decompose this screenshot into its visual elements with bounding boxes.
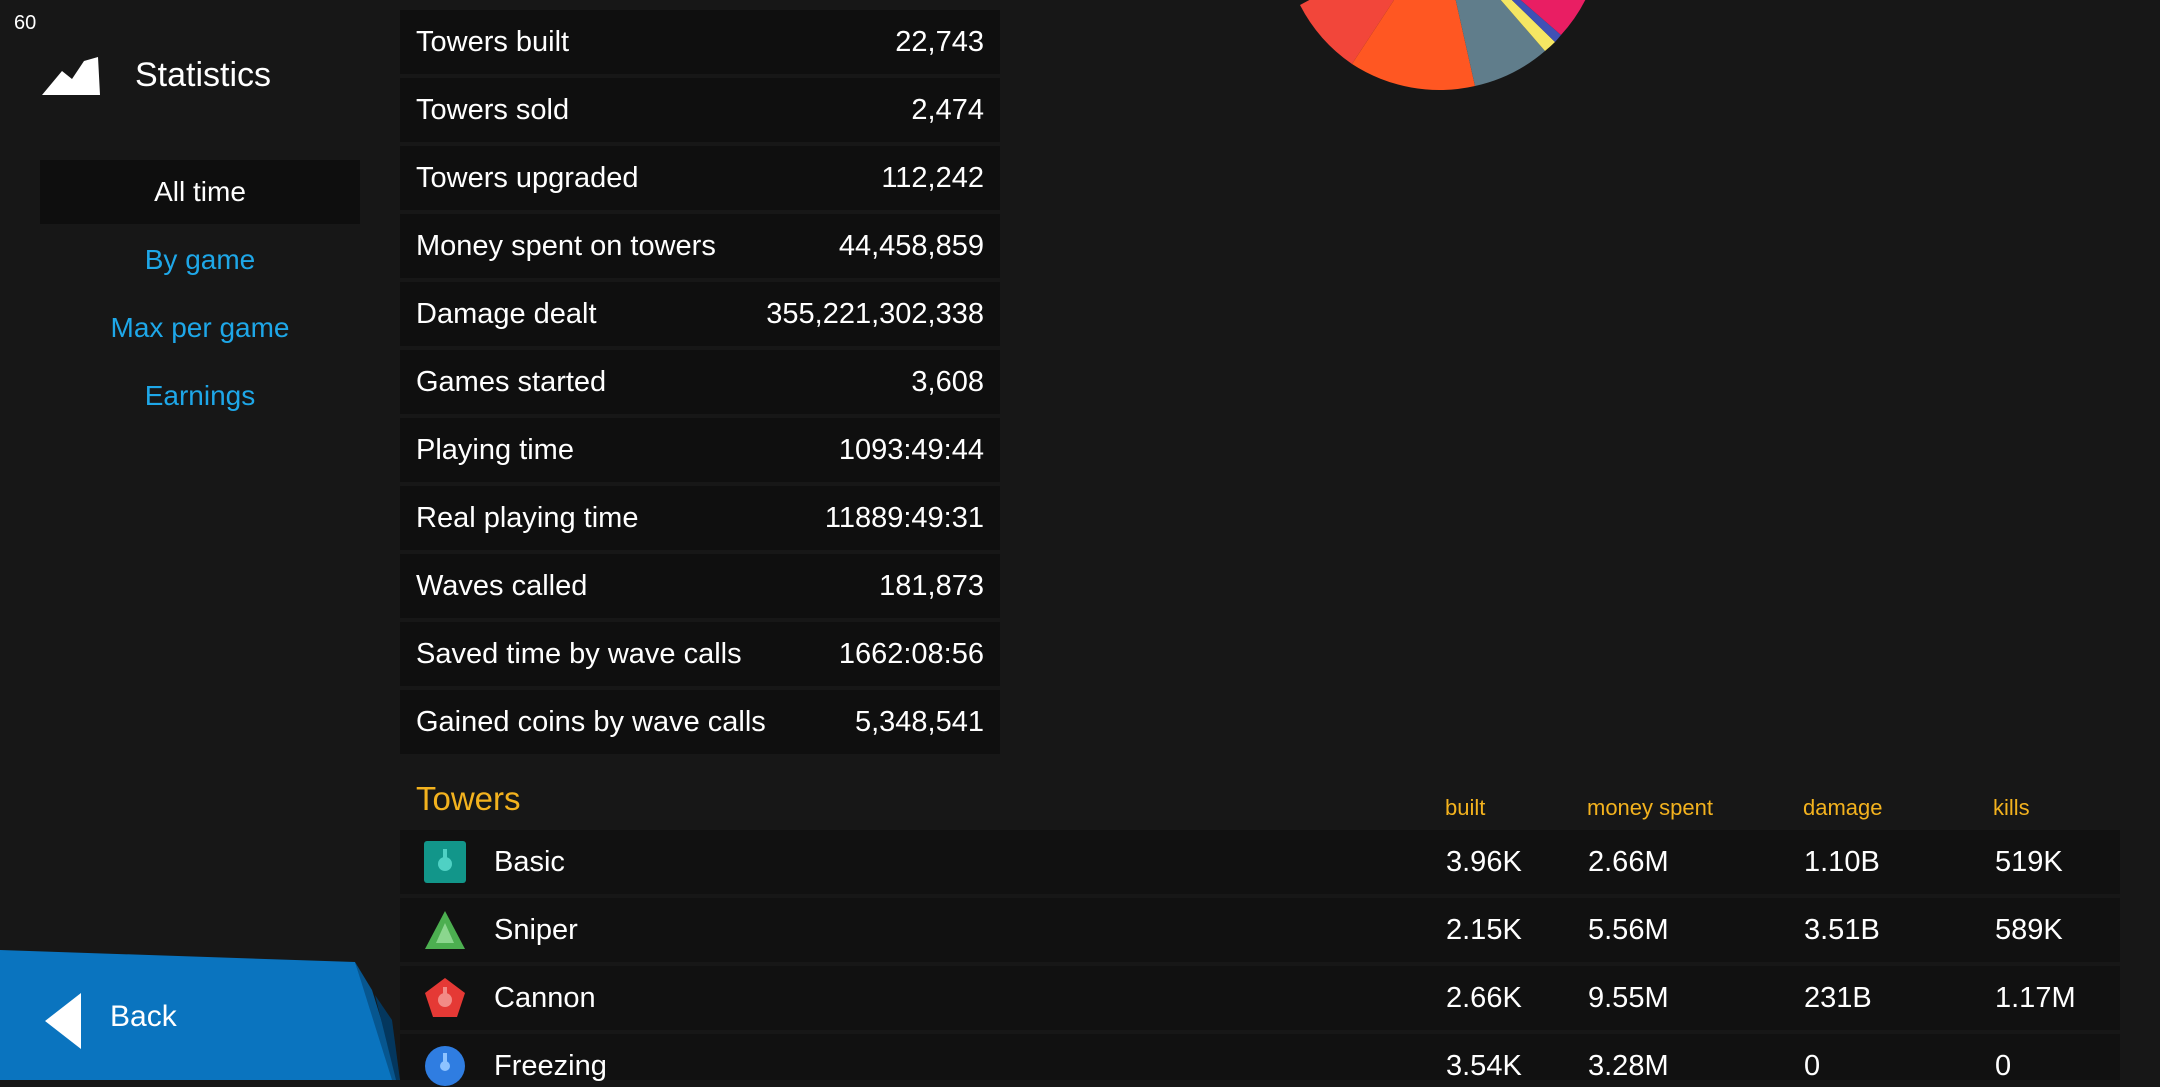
sniper-tower-icon xyxy=(425,911,465,949)
stat-row-gained-coins: Gained coins by wave calls 5,348,541 xyxy=(400,690,1000,754)
pie-slice xyxy=(1352,0,1475,90)
tower-row-basic[interactable]: Basic 3.96K 2.66M 1.10B 519K xyxy=(400,830,2120,894)
stat-label: Damage dealt xyxy=(416,297,597,330)
tower-row-cannon[interactable]: Cannon 2.66K 9.55M 231B 1.17M xyxy=(400,966,2120,1030)
stat-label: Saved time by wave calls xyxy=(416,637,742,670)
nav-by-game[interactable]: By game xyxy=(144,244,256,275)
stat-row-games-started: Games started 3,608 xyxy=(400,350,1000,414)
sidebar: 60 Statistics All time By game Max per g… xyxy=(0,0,384,1080)
back-label[interactable]: Back xyxy=(110,1000,177,1033)
tower-money-spent: 5.56M xyxy=(1588,914,1669,946)
col-header-damage: damage xyxy=(1803,795,1883,820)
stat-label: Playing time xyxy=(416,433,574,466)
tower-name: Cannon xyxy=(494,982,596,1014)
col-header-money-spent: money spent xyxy=(1587,795,1713,820)
stat-label: Towers sold xyxy=(416,93,570,126)
tower-kills: 0 xyxy=(1995,1050,2012,1082)
page-title: Statistics xyxy=(135,55,272,94)
stat-label: Towers built xyxy=(416,25,570,58)
tower-row-freezing[interactable]: Freezing 3.54K 3.28M 0 0 xyxy=(400,1034,2120,1086)
stat-value: 2,474 xyxy=(911,93,984,126)
tower-damage: 231B xyxy=(1804,982,1872,1014)
tower-damage: 0 xyxy=(1804,1050,1821,1082)
tower-distribution-pie xyxy=(1300,0,1586,90)
pie-slice xyxy=(1500,0,1555,51)
stat-value: 44,458,859 xyxy=(838,229,984,262)
fps-counter: 60 xyxy=(14,12,37,34)
stat-value: 3,608 xyxy=(911,365,984,398)
tower-damage: 1.10B xyxy=(1804,846,1880,878)
tower-name: Basic xyxy=(494,846,565,878)
tower-name: Sniper xyxy=(494,914,578,946)
stat-row-playing-time: Playing time 1093:49:44 xyxy=(400,418,1000,482)
back-button[interactable] xyxy=(0,950,400,1080)
stat-value: 22,743 xyxy=(895,25,984,58)
stat-value: 1093:49:44 xyxy=(838,433,984,466)
towers-section-title: Towers xyxy=(416,780,521,817)
stat-value: 11889:49:31 xyxy=(824,501,984,534)
stat-label: Towers upgraded xyxy=(416,161,639,194)
tower-name: Freezing xyxy=(494,1050,607,1082)
tower-built: 2.15K xyxy=(1446,914,1522,946)
tower-built: 3.54K xyxy=(1446,1050,1522,1082)
cannon-tower-icon xyxy=(425,978,465,1017)
pie-slice xyxy=(1511,0,1561,42)
stat-row-money-spent: Money spent on towers 44,458,859 xyxy=(400,214,1000,278)
page-header: Statistics xyxy=(42,55,271,95)
stat-row-towers-built: Towers built 22,743 xyxy=(400,10,1000,74)
tower-money-spent: 2.66M xyxy=(1588,846,1669,878)
stat-row-saved-time: Saved time by wave calls 1662:08:56 xyxy=(400,622,1000,686)
back-button-background xyxy=(0,950,400,1080)
stat-label: Money spent on towers xyxy=(416,229,716,262)
pie-slice xyxy=(1520,0,1586,35)
nav-all-time[interactable]: All time xyxy=(40,160,360,224)
col-header-kills: kills xyxy=(1993,795,2030,820)
stat-value: 1662:08:56 xyxy=(838,637,984,670)
stat-row-real-playing-time: Real playing time 11889:49:31 xyxy=(400,486,1000,550)
tower-money-spent: 9.55M xyxy=(1588,982,1669,1014)
stat-row-waves-called: Waves called 181,873 xyxy=(400,554,1000,618)
nav-max-per-game[interactable]: Max per game xyxy=(110,312,290,343)
col-header-built: built xyxy=(1445,795,1486,820)
pie-slice xyxy=(1300,0,1395,64)
stat-label: Real playing time xyxy=(416,501,639,534)
basic-tower-icon xyxy=(424,841,466,883)
back-arrow-icon[interactable] xyxy=(45,993,85,1049)
tower-kills: 1.17M xyxy=(1995,982,2076,1014)
freezing-tower-icon xyxy=(425,1046,465,1086)
tower-kills: 519K xyxy=(1995,846,2063,878)
stat-value: 181,873 xyxy=(879,569,984,602)
stat-label: Gained coins by wave calls xyxy=(416,705,766,738)
tower-built: 2.66K xyxy=(1446,982,1522,1014)
stat-row-damage-dealt: Damage dealt 355,221,302,338 xyxy=(400,282,1000,346)
pie-slice xyxy=(1455,0,1545,86)
stat-value: 112,242 xyxy=(881,161,984,194)
tower-row-sniper[interactable]: Sniper 2.15K 5.56M 3.51B 589K xyxy=(400,898,2120,962)
tower-damage: 3.51B xyxy=(1804,914,1880,946)
tower-money-spent: 3.28M xyxy=(1588,1050,1669,1082)
tower-built: 3.96K xyxy=(1446,846,1522,878)
stats-nav: All time By game Max per game Earnings xyxy=(40,160,360,432)
stat-value: 5,348,541 xyxy=(854,705,984,738)
stat-row-towers-upgraded: Towers upgraded 112,242 xyxy=(400,146,1000,210)
stat-label: Games started xyxy=(416,365,607,398)
mountain-icon xyxy=(42,57,100,95)
stat-row-towers-sold: Towers sold 2,474 xyxy=(400,78,1000,142)
stat-label: Waves called xyxy=(416,569,588,602)
stat-value: 355,221,302,338 xyxy=(766,297,984,330)
nav-earnings[interactable]: Earnings xyxy=(144,380,256,411)
tower-kills: 589K xyxy=(1995,914,2063,946)
